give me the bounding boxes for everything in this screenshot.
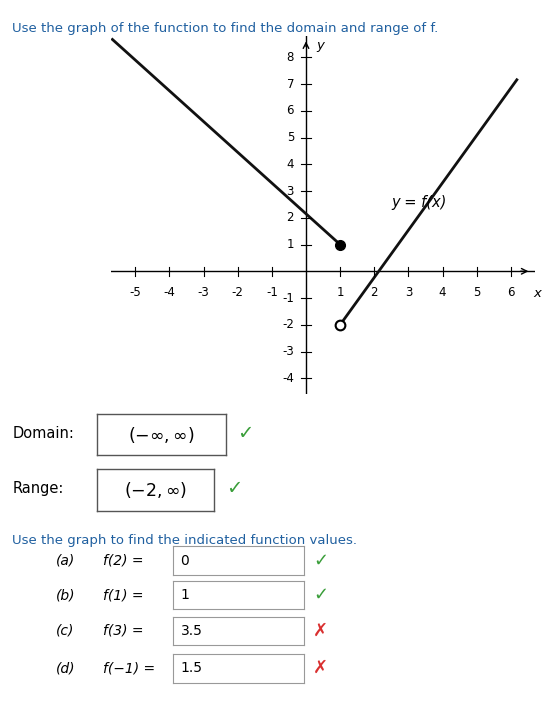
Text: 3: 3 [405,286,412,299]
Text: 6: 6 [286,104,294,118]
Text: ✓: ✓ [313,551,328,570]
Text: 4: 4 [439,286,446,299]
Text: f(1) =: f(1) = [103,588,148,602]
Text: -5: -5 [129,286,141,299]
Text: 2: 2 [370,286,378,299]
Text: 5: 5 [287,131,294,144]
Text: 0: 0 [180,554,189,568]
Text: 3: 3 [287,184,294,197]
Text: (a): (a) [56,554,75,568]
Text: (b): (b) [56,588,75,602]
Text: -2: -2 [232,286,243,299]
Text: (c): (c) [56,624,74,638]
Text: (d): (d) [56,661,75,675]
Text: Use the graph of the function to find the domain and range of f.: Use the graph of the function to find th… [12,22,438,34]
Text: ✗: ✗ [313,659,328,678]
Text: 1: 1 [336,286,344,299]
Text: ✓: ✓ [226,480,242,498]
Text: $\left(-2,\infty\right)$: $\left(-2,\infty\right)$ [124,480,188,500]
Text: 1: 1 [286,238,294,251]
Text: -2: -2 [282,318,294,331]
Text: f(3) =: f(3) = [103,624,148,638]
Text: 4: 4 [286,158,294,171]
Text: ✓: ✓ [237,424,253,443]
Text: f(−1) =: f(−1) = [103,661,159,675]
Text: -4: -4 [164,286,175,299]
Text: -1: -1 [266,286,278,299]
Text: 5: 5 [473,286,480,299]
Text: -3: -3 [198,286,209,299]
Text: Use the graph to find the indicated function values.: Use the graph to find the indicated func… [12,534,357,547]
Text: x: x [533,288,541,300]
Text: f(2) =: f(2) = [103,554,148,568]
Text: Range:: Range: [12,482,63,496]
Text: 3.5: 3.5 [180,624,202,638]
Text: 7: 7 [286,77,294,90]
Text: -1: -1 [282,292,294,305]
Text: y: y [316,39,324,52]
Text: 2: 2 [286,212,294,224]
Text: -3: -3 [282,345,294,358]
Text: 1: 1 [180,588,189,602]
Text: 1.5: 1.5 [180,661,203,675]
Text: 6: 6 [507,286,515,299]
Text: 8: 8 [287,51,294,64]
Text: -4: -4 [282,372,294,385]
Text: Domain:: Domain: [12,427,74,441]
Text: ✓: ✓ [313,586,328,604]
Text: ✗: ✗ [313,622,328,640]
Text: y = f(x): y = f(x) [392,195,447,210]
Text: $\left(-\infty,\infty\right)$: $\left(-\infty,\infty\right)$ [128,424,195,445]
